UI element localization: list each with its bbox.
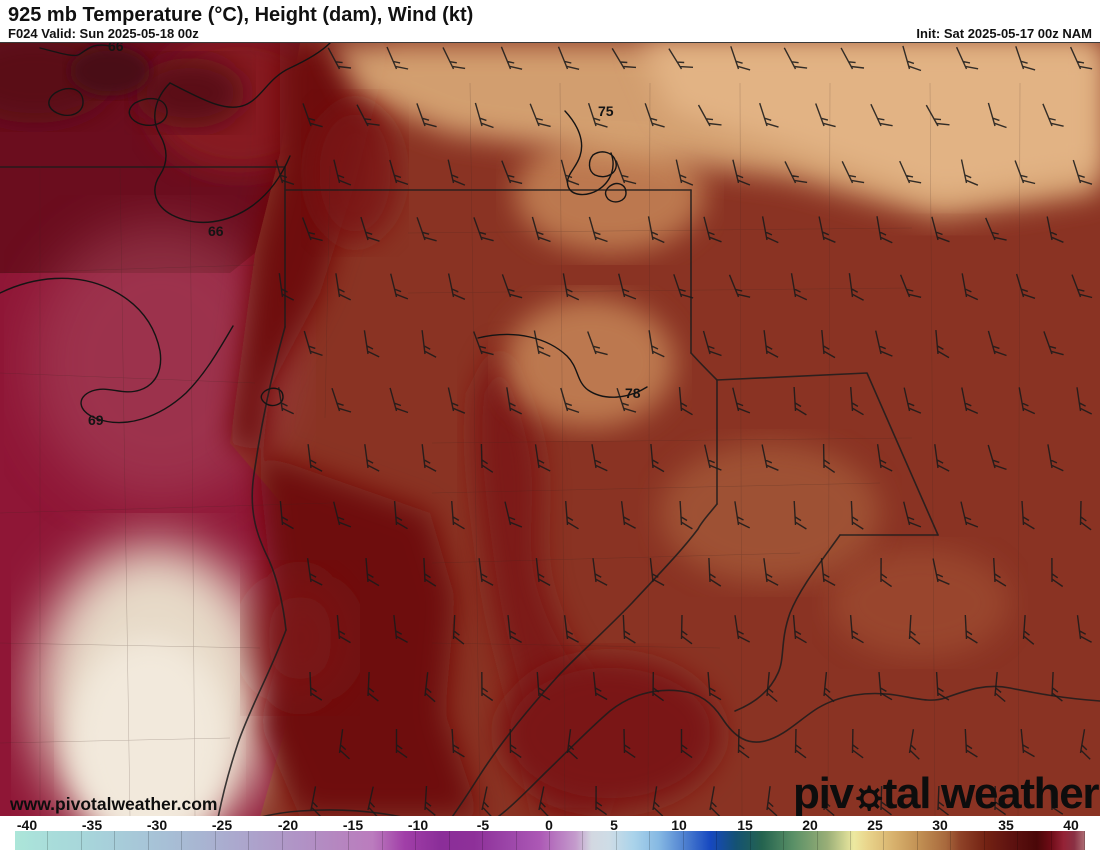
svg-text:66: 66 [108,43,124,54]
svg-text:66: 66 [208,223,224,239]
svg-text:69: 69 [88,412,104,428]
svg-text:78: 78 [625,385,641,401]
svg-text:75: 75 [598,103,614,119]
